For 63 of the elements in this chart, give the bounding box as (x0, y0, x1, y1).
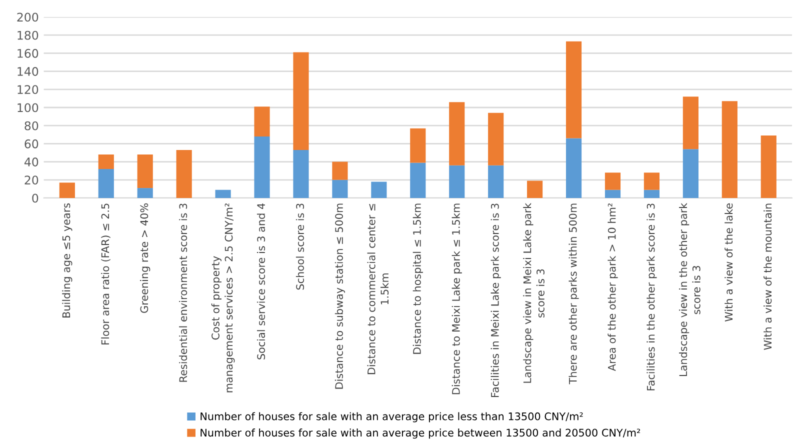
bar (722, 101, 738, 198)
legend-label: Number of houses for sale with an average price between 13500 and 20500 CNY/m² (200, 428, 640, 439)
x-tick-label: Residential environment score is 3 (179, 204, 188, 382)
y-tick-label: 20 (24, 176, 38, 185)
x-tick-label: Distance to subway station ≤ 500m (334, 204, 345, 389)
legend-label: Number of houses for sale with an average price less than 13500 CNY/m² (200, 412, 583, 422)
bar (332, 180, 348, 198)
y-tick-label: 80 (24, 121, 38, 130)
y-tick-label: 60 (24, 139, 38, 148)
x-tick-label: Distance to commercial center ≤ 1.5km (367, 204, 389, 374)
y-tick-label: 0 (32, 194, 38, 203)
y-tick-label: 120 (18, 85, 38, 94)
y-tick-label: 40 (24, 158, 38, 166)
x-tick-label: Social service score is 3 and 4 (256, 203, 266, 360)
y-tick-label: 100 (18, 103, 38, 112)
bar (566, 41, 582, 138)
bar (682, 96, 698, 150)
x-tick-label: Landscape view in the other park score is 3 (679, 202, 700, 376)
bar (604, 172, 621, 190)
bar (371, 182, 387, 198)
bar (410, 128, 426, 163)
bar (254, 106, 270, 136)
bar (488, 112, 504, 166)
x-tick-label: Area of the other park > 10 hm² (608, 204, 618, 372)
bar (98, 154, 114, 170)
y-tick-label: 140 (18, 67, 38, 76)
bar (254, 136, 270, 198)
bar (293, 52, 309, 150)
x-tick-label: Landscape view in Meixi Lake park score is 3 (523, 202, 544, 383)
x-tick-label: Facilities in the other park score is 3 (646, 204, 657, 390)
bar (176, 150, 192, 198)
bar (488, 165, 504, 198)
x-tick-label: School score is 3 (296, 204, 304, 290)
bar (137, 188, 153, 198)
x-tick-label: With a view of the mountain (764, 204, 772, 350)
bar (293, 150, 309, 198)
bar (682, 149, 698, 198)
bar (59, 182, 75, 198)
bar (332, 162, 348, 180)
x-tick-label: Facilities in Meixi Lake park score is 3 (490, 204, 501, 397)
bar (215, 190, 231, 198)
bar (137, 154, 153, 188)
bar (760, 136, 776, 198)
bar (644, 172, 660, 190)
bar (566, 138, 582, 198)
y-tick-label: 180 (18, 30, 38, 40)
y-tick-label: 160 (18, 48, 38, 58)
bar (98, 169, 114, 198)
bar (449, 165, 465, 198)
x-tick-label: Building age ≤5 years (62, 203, 72, 318)
bar (527, 180, 543, 198)
x-tick-label: Floor area ratio (FAR) ≤ 2.5 (101, 204, 110, 344)
bar (449, 102, 465, 166)
bar (604, 190, 621, 198)
x-tick-label: Distance to Meixi Lake park ≤ 1.5km (452, 204, 462, 394)
x-tick-label: There are other parks within 500m (568, 204, 579, 384)
bar (644, 190, 660, 198)
bar (410, 162, 426, 198)
x-tick-label: Greening rate > 40% (140, 203, 150, 313)
x-tick-label: Distance to hospital ≤ 1.5km (412, 204, 423, 354)
x-tick-label: Cost of property management services > 2.5 CNY/m² (211, 204, 235, 392)
x-tick-label: With a view of the lake (724, 203, 733, 322)
y-tick-label: 200 (17, 12, 38, 22)
